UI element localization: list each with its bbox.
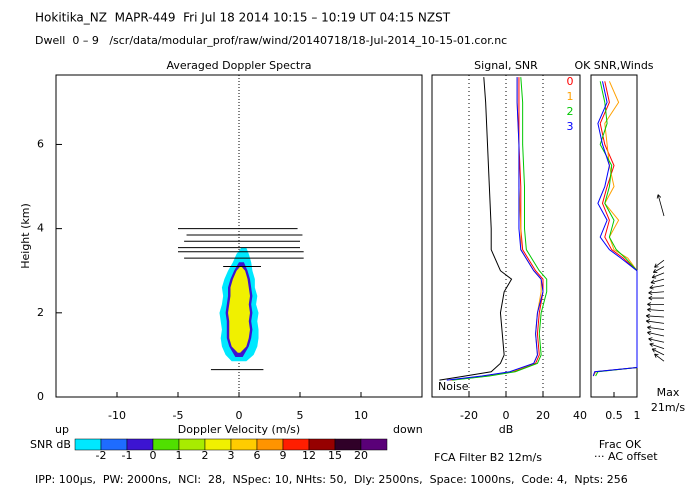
colorbar-label: 6: [254, 449, 261, 462]
x-tick-label: 1: [634, 409, 641, 422]
colorbar-label: 9: [280, 449, 287, 462]
x-tick-label: -5: [173, 409, 184, 422]
colorbar-label: 1: [176, 449, 183, 462]
wind-arrow: [645, 319, 665, 324]
wind-arrow: [647, 302, 664, 307]
x-axis-label: Doppler Velocity (m/s): [178, 423, 300, 436]
colorbar-label: 15: [328, 449, 342, 462]
snr-line: [450, 77, 544, 381]
panel-title: Signal, SNR: [474, 59, 538, 72]
colorbar-label: -2: [96, 449, 107, 462]
wind-arrow: [647, 330, 665, 337]
x-tick-label: 5: [297, 409, 304, 422]
wind-arrow: [654, 353, 665, 362]
header-line1: Hokitika_NZ MAPR-449 Fri Jul 18 2014 10:…: [35, 11, 451, 25]
wind-arrow: [649, 285, 665, 290]
panel-title: Averaged Doppler Spectra: [166, 59, 311, 72]
y-tick-label: 6: [37, 137, 44, 150]
wind-arrow: [649, 342, 665, 349]
legend-entry: 2: [567, 105, 574, 118]
colorbar-label: 2: [202, 449, 209, 462]
wind-arrow: [648, 337, 665, 343]
legend-entry: 0: [567, 75, 574, 88]
snr-line: [446, 77, 544, 381]
x-tick-label: -20: [460, 409, 478, 422]
colorbar-label: 20: [354, 449, 368, 462]
right-note: down: [393, 423, 423, 436]
wind-arrow: [654, 259, 665, 268]
wind-arrow: [647, 325, 665, 331]
colorbar-label: 0: [150, 449, 157, 462]
left-note: up: [55, 423, 69, 436]
filter-note: FCA Filter B2 12m/s: [434, 451, 542, 464]
noise-label: Noise: [438, 380, 469, 393]
legend-entry: 3: [567, 120, 574, 133]
colorbar-swatch: [360, 438, 388, 451]
colorbar-label: 12: [302, 449, 316, 462]
colorbar-label: 3: [228, 449, 235, 462]
snr-line: [452, 77, 548, 381]
wind-arrow: [651, 348, 665, 356]
x-tick-label: -10: [108, 409, 126, 422]
wind-arrow: [651, 272, 665, 279]
legend-entry: 1: [567, 90, 574, 103]
wind-max-value: 21m/s: [651, 401, 685, 414]
x-tick-label: 10: [354, 409, 368, 422]
x-tick-label: 0.5: [605, 409, 623, 422]
wind-arrow: [645, 313, 665, 319]
y-tick-label: 0: [37, 390, 44, 403]
header-line2: Dwell 0 – 9 /scr/data/modular_prof/raw/w…: [35, 34, 507, 47]
x-tick-label: 20: [536, 409, 550, 422]
footer: IPP: 100μs, PW: 2000ns, NCI: 28, NSpec: …: [35, 473, 628, 486]
colorbar-title: SNR dB: [30, 438, 71, 451]
x-axis-label: dB: [499, 423, 514, 436]
x-tick-label: 0: [236, 409, 243, 422]
wind-arrow: [648, 295, 664, 301]
wind-arrow: [648, 290, 665, 295]
snr-contour: [228, 266, 250, 353]
x-tick-label: 0: [503, 409, 510, 422]
colorbar-label: -1: [122, 449, 133, 462]
signal-line: [439, 77, 513, 381]
y-tick-label: 2: [37, 306, 44, 319]
y-tick-label: 4: [37, 222, 44, 235]
y-axis-label: Height (km): [19, 203, 32, 269]
wind-arrow: [650, 278, 665, 285]
wind-arrow: [647, 307, 665, 313]
wind-arrow: [656, 194, 665, 217]
ac-offset-note: ··· AC offset: [594, 450, 658, 463]
wind-max-label: Max: [657, 386, 680, 399]
x-axis-label: Frac OK: [599, 438, 642, 451]
x-tick-label: 40: [573, 409, 587, 422]
wind-arrow: [652, 266, 665, 273]
frac-ok-line: [592, 81, 638, 377]
panel-title: OK SNR,Winds: [574, 59, 653, 72]
